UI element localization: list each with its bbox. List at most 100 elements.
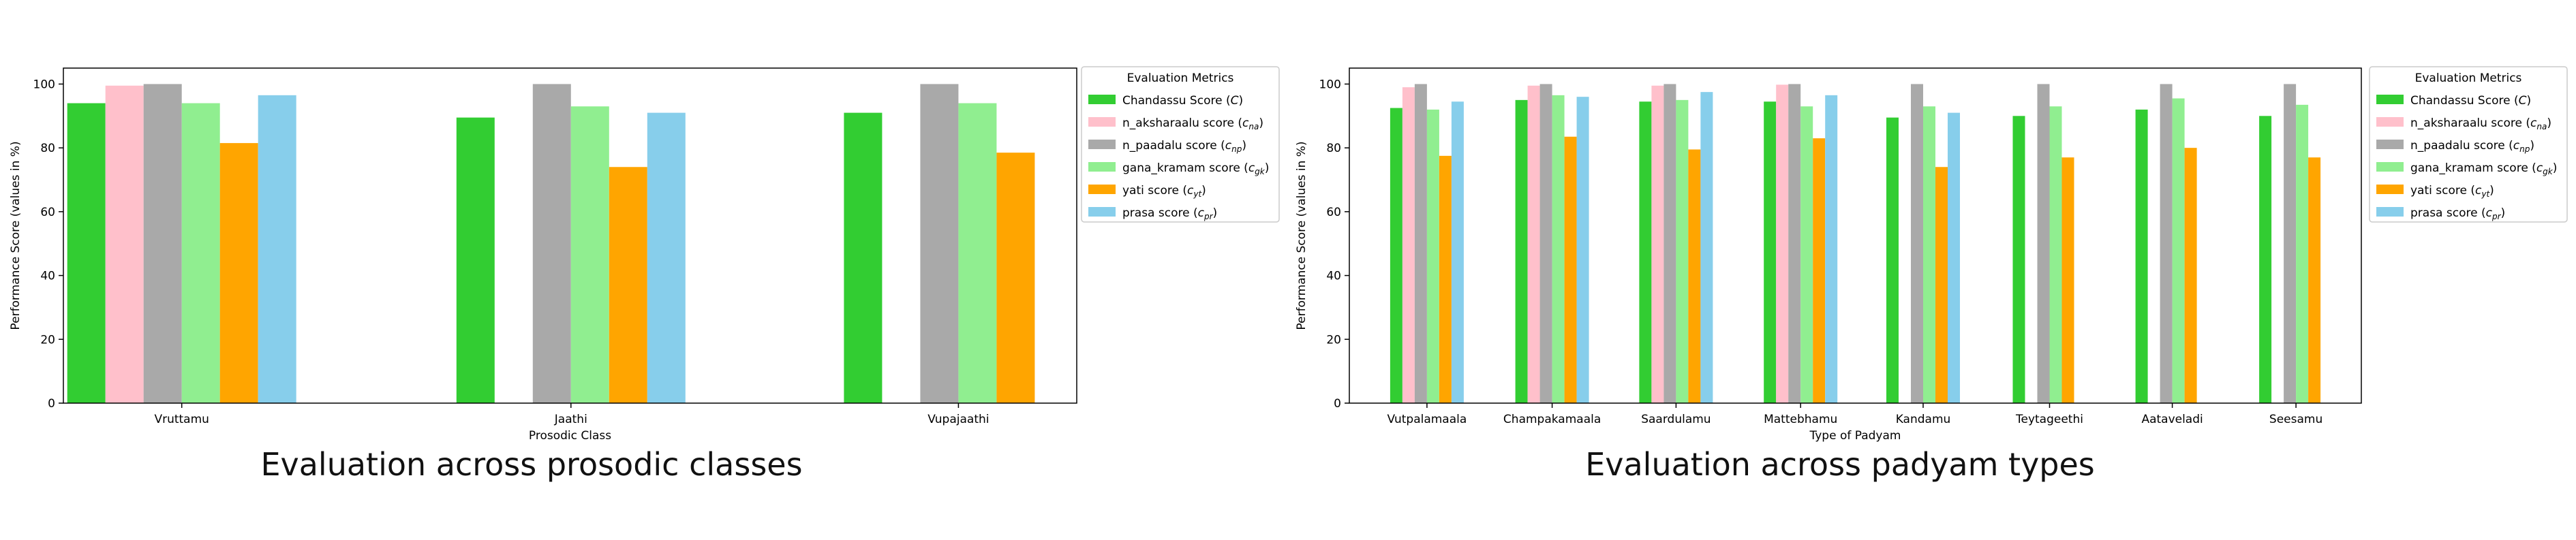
x-tick-label: Vupajaathi	[927, 413, 989, 426]
bar-np-seesamu	[2284, 84, 2297, 403]
bar-na-champakamaala	[1527, 85, 1540, 404]
y-tick-label: 60	[1326, 206, 1341, 219]
bar-pr-kandamu	[1948, 112, 1960, 403]
bar-yt-champakamaala	[1564, 136, 1577, 403]
bar-pr-vruttamu	[258, 95, 296, 404]
y-tick-label: 0	[48, 397, 55, 411]
legend-entry: Chandassu Score (C)	[1122, 94, 1243, 108]
y-axis-label: Performance Score (values in %)	[1295, 141, 1308, 330]
bar--mattebhamu	[1764, 101, 1777, 403]
y-tick-label: 80	[1326, 142, 1341, 155]
legend-swatch	[1088, 117, 1116, 127]
bar--kandamu	[1886, 117, 1899, 403]
bar-gk-champakamaala	[1552, 95, 1565, 404]
y-tick-label: 40	[40, 270, 55, 283]
legend-swatch	[2376, 207, 2404, 217]
bar-yt-seesamu	[2308, 157, 2321, 403]
bar-pr-saardulamu	[1700, 92, 1713, 403]
bar--saardulamu	[1639, 101, 1652, 403]
bar-np-vupajaathi	[920, 84, 959, 403]
bar-na-vruttamu	[105, 85, 144, 404]
y-axis-label: Performance Score (values in %)	[9, 141, 22, 330]
legend-entry: gana_kramam score (cgk)	[1122, 161, 1269, 176]
y-tick-label: 20	[40, 333, 55, 347]
bar-np-aataveladi	[2160, 84, 2173, 403]
legend-entry: gana_kramam score (cgk)	[2410, 161, 2557, 176]
legend-swatch	[1088, 185, 1116, 194]
legend-swatch	[2376, 162, 2404, 172]
bar-yt-teytageethi	[2061, 157, 2074, 403]
bar-np-vruttamu	[143, 84, 182, 403]
bar-yt-vruttamu	[219, 143, 258, 403]
bar-yt-aataveladi	[2184, 148, 2197, 403]
bar-yt-saardulamu	[1688, 149, 1701, 403]
bar-np-mattebhamu	[1788, 84, 1801, 403]
bar-pr-champakamaala	[1576, 97, 1589, 403]
y-tick-label: 20	[1326, 333, 1341, 347]
bar-na-saardulamu	[1651, 85, 1664, 404]
bar-pr-mattebhamu	[1825, 95, 1838, 404]
bar-yt-vupajaathi	[996, 153, 1035, 403]
legend-swatch	[2376, 117, 2404, 127]
y-tick-label: 100	[1319, 78, 1341, 91]
legend-entry: n_paadalu score (cnp)	[1122, 139, 1246, 154]
bar-np-vutpalamaala	[1414, 84, 1427, 403]
x-tick-label: Kandamu	[1896, 413, 1951, 426]
bar-na-vutpalamaala	[1402, 87, 1415, 403]
legend: Evaluation Metrics Chandassu Score (C) n_a…	[2369, 66, 2568, 223]
x-tick-label: Mattebhamu	[1764, 413, 1837, 426]
chart-1: 0 20 40 60 80 100 Vruttamu Jaathi Vupajaathi Pros…	[9, 66, 1280, 443]
x-tick-label: Vutpalamaala	[1387, 413, 1467, 426]
legend-entry: prasa score (cpr)	[2410, 206, 2505, 221]
legend-box	[1081, 66, 1280, 223]
bar--vutpalamaala	[1390, 108, 1402, 404]
bar-gk-vupajaathi	[958, 103, 997, 404]
x-tick-label: Aataveladi	[2141, 413, 2203, 426]
bar-pr-jaathi	[647, 112, 686, 403]
bar--vupajaathi	[844, 112, 883, 403]
legend-entry: prasa score (cpr)	[1122, 206, 1217, 221]
bar-yt-jaathi	[609, 167, 647, 403]
legend-swatch	[1088, 207, 1116, 217]
legend-swatch	[1088, 162, 1116, 172]
bar-gk-mattebhamu	[1800, 106, 1813, 403]
bar-gk-jaathi	[570, 106, 609, 403]
bar-np-jaathi	[532, 84, 571, 403]
plot-frame	[63, 67, 1077, 404]
legend-title: Evaluation Metrics	[2415, 72, 2522, 85]
bar-yt-kandamu	[1935, 167, 1948, 403]
chart-2: 0 20 40 60 80 100 Vutpalamaala Champakamaala Saa…	[1295, 66, 2568, 443]
x-axis-label: Type of Padyam	[1809, 429, 1901, 443]
bar--jaathi	[456, 117, 495, 403]
x-tick-label: Saardulamu	[1641, 413, 1711, 426]
plot-frame	[1349, 67, 2362, 404]
legend-entry: n_paadalu score (cnp)	[2410, 139, 2534, 154]
legend: Evaluation Metrics Chandassu Score (C) n_a…	[1081, 66, 1280, 223]
bar-gk-aataveladi	[2172, 98, 2185, 403]
legend-swatch	[2376, 185, 2404, 194]
legend-entry: yati score (cyt)	[1122, 184, 1206, 199]
bar--teytageethi	[2012, 116, 2025, 404]
y-tick-label: 40	[1326, 270, 1341, 283]
legend-entry: Chandassu Score (C)	[2410, 94, 2531, 108]
left-figure-caption: Evaluation across prosodic classes	[260, 446, 803, 483]
bar-gk-saardulamu	[1676, 99, 1689, 403]
bar--champakamaala	[1515, 99, 1528, 403]
x-tick-label: Champakamaala	[1503, 413, 1601, 426]
bar-gk-teytageethi	[2049, 106, 2062, 403]
x-tick-label: Teytageethi	[2015, 413, 2083, 426]
x-tick-label: Vruttamu	[154, 413, 209, 426]
bar--aataveladi	[2135, 109, 2148, 403]
bar-pr-vutpalamaala	[1451, 101, 1464, 403]
bar-gk-seesamu	[2296, 104, 2309, 403]
bar-yt-vutpalamaala	[1439, 155, 1452, 403]
right-figure-caption: Evaluation across padyam types	[1585, 446, 2095, 483]
bar--vruttamu	[67, 103, 106, 404]
y-tick-label: 0	[1334, 397, 1341, 411]
x-tick-label: Jaathi	[554, 413, 587, 426]
bar-np-champakamaala	[1539, 84, 1552, 403]
x-tick-label: Seesamu	[2269, 413, 2322, 426]
bar-np-teytageethi	[2037, 84, 2050, 403]
bar-gk-vutpalamaala	[1426, 109, 1439, 403]
legend-swatch	[2376, 95, 2404, 104]
